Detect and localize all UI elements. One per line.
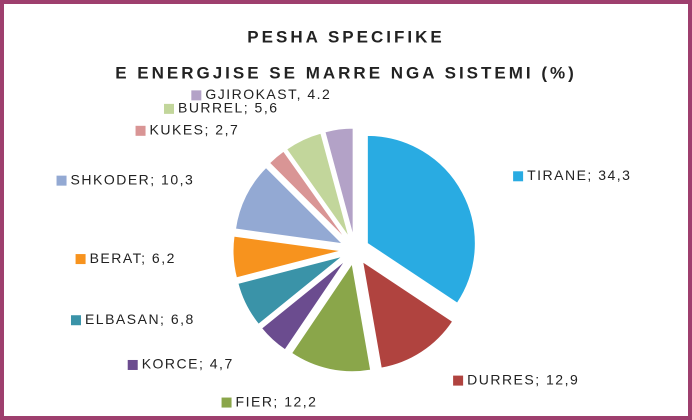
pie-slice [260,259,346,351]
data-label: KORCE; 4,7 [142,356,234,372]
pie-slice [324,127,354,237]
data-label: SHKODER; 10,3 [71,171,195,187]
data-label: KUKES; 2,7 [150,122,240,138]
legend-swatch [75,254,86,265]
legend-swatch [191,90,202,101]
legend-swatch [453,375,464,386]
data-label: FIER; 12,2 [236,393,318,409]
data-label: GJIROKAST, 4.2 [205,86,331,102]
pie-slice [285,132,350,238]
legend-swatch [221,397,232,408]
data-label: ELBASAN; 6,8 [85,311,195,327]
legend-swatch [56,175,67,186]
chart-title: E ENERGJISE SE MARRE NGA SISTEMI (%) [115,63,577,82]
pie-slice [237,255,343,325]
data-label: BERAT; 6,2 [90,250,176,266]
data-label: BURREL; 5,6 [178,100,279,116]
pie-slice [366,134,476,304]
pie-slice [290,262,372,373]
legend-swatch [163,103,174,114]
pie-slice [361,260,454,369]
data-label: DURRES; 12,9 [467,371,579,387]
pie-slice [268,150,347,240]
legend-swatch [513,171,524,182]
legend-swatch [70,315,81,326]
chart-title: PESHA SPECIFIKE [247,27,444,46]
data-label: TIRANE; 34,3 [527,167,631,183]
legend-swatch [127,359,138,370]
pie-slice [234,166,344,245]
legend-swatch [135,125,146,136]
pie-slice [232,235,342,279]
